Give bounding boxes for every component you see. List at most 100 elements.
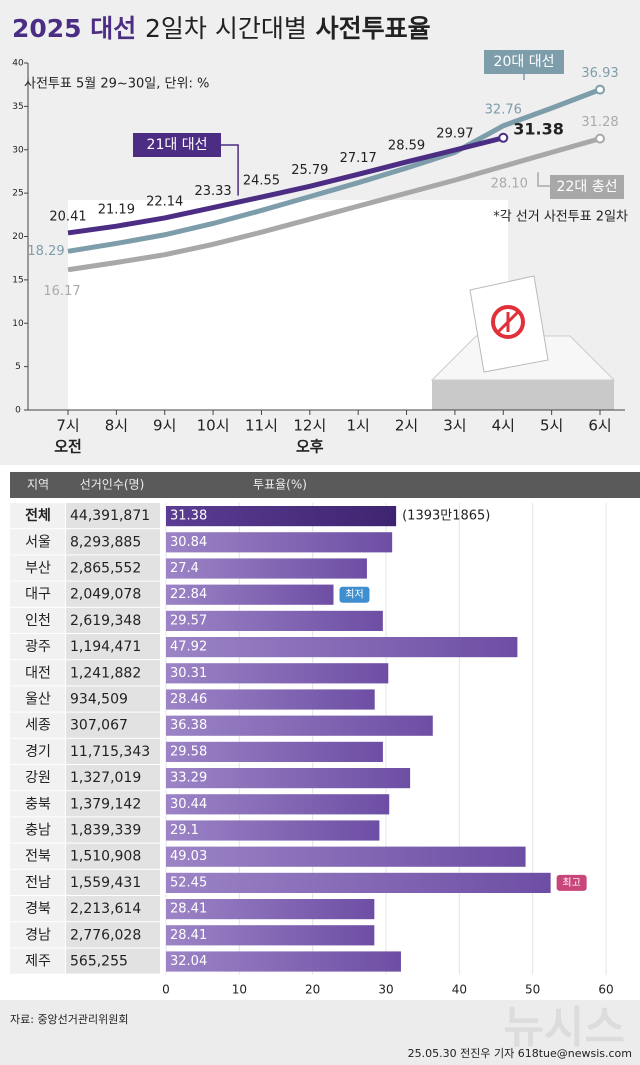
x-tick-label: 12시: [293, 417, 326, 435]
region-label: 충북: [25, 796, 51, 812]
electorate-cell: [66, 503, 160, 529]
subtitle: 사전투표 5월 29~30일, 단위: %: [24, 77, 209, 92]
region-cell: [10, 738, 65, 764]
x-tick-label: 7시: [56, 417, 79, 435]
data-label: 21.19: [98, 203, 135, 218]
bar-label: 32.04: [170, 954, 207, 969]
bar: [166, 558, 367, 579]
bar: [166, 689, 375, 710]
region-cell: [10, 948, 65, 974]
electorate-cell: [66, 948, 160, 974]
region-label: 제주: [25, 954, 51, 970]
data-label: 25.79: [291, 163, 328, 178]
electorate-cell: [66, 529, 160, 555]
electorate-cell: [66, 843, 160, 869]
data-label: 18.29: [27, 244, 64, 259]
bar: [166, 820, 380, 841]
note-badge: [556, 874, 587, 891]
end-point: [498, 132, 509, 143]
region-cell: [10, 869, 65, 895]
data-label: 27.17: [340, 151, 377, 166]
electorate-cell: [66, 581, 160, 607]
note-badge: [339, 586, 370, 603]
electorate-cell: [66, 896, 160, 922]
electorate-cell: [66, 686, 160, 712]
x-tick-label: 11시: [245, 417, 278, 435]
x-tick-label: 10시: [197, 417, 230, 435]
y-tick-label: 15: [12, 275, 23, 285]
electorate: 44,391,871: [70, 508, 150, 524]
electorate: 1,241,882: [70, 665, 141, 681]
y-tick-label: 40: [12, 59, 24, 69]
data-label: 16.17: [43, 284, 80, 299]
region-cell: [10, 791, 65, 817]
electorate-cell: [66, 817, 160, 843]
bar: [166, 899, 375, 920]
electorate: 1,379,142: [70, 796, 141, 812]
region-cell: [10, 529, 65, 555]
bar-label: 28.41: [170, 902, 207, 917]
bar-label: 28.41: [170, 928, 207, 943]
legend-label: 21대 대선: [147, 137, 208, 153]
region-cell: [10, 817, 65, 843]
x-tick-label: 9시: [153, 417, 176, 435]
data-label: 24.55: [243, 174, 280, 189]
region-cell: [10, 581, 65, 607]
electorate: 2,619,348: [70, 613, 141, 629]
series-line: [67, 135, 504, 236]
title: 2025 대선 2일차 시간대별 사전투표율: [12, 14, 431, 43]
bar: [166, 846, 526, 867]
note: *각 선거 사전투표 2일차: [493, 210, 628, 225]
bar-label: 29.57: [170, 613, 207, 628]
region-label: 경남: [25, 927, 51, 943]
region-cell: [10, 712, 65, 738]
electorate-cell: [66, 712, 160, 738]
bar: [166, 768, 411, 789]
note: 최고: [562, 877, 580, 889]
y-tick-label: 25: [12, 189, 23, 199]
y-tick-label: 10: [12, 319, 24, 329]
region-label: 광주: [25, 639, 51, 655]
bar-label: 49.03: [170, 849, 207, 864]
bar: [166, 951, 401, 972]
bar: [166, 584, 334, 605]
electorate-cell: [66, 765, 160, 791]
region-cell: [10, 922, 65, 948]
region-label: 경기: [25, 744, 51, 760]
region-label: 대전: [25, 665, 51, 681]
x-tick-label: 1시: [347, 417, 370, 435]
region-cell: [10, 634, 65, 660]
bar: [166, 532, 393, 553]
electorate-cell: [66, 634, 160, 660]
legend-box: [550, 175, 624, 199]
region-label: 충남: [25, 823, 51, 839]
electorate-cell: [66, 791, 160, 817]
note: 최저: [345, 589, 363, 601]
electorate: 2,049,078: [70, 587, 141, 603]
series-line: [67, 87, 601, 254]
legend-box: [484, 50, 564, 74]
data-label: 23.33: [194, 184, 231, 199]
bar-label: 36.38: [170, 718, 207, 733]
column-header: 지역: [27, 478, 49, 492]
end-point: [595, 133, 605, 144]
x-tick-label: 6시: [588, 417, 611, 435]
electorate: 8,293,885: [70, 534, 141, 550]
x-tick-label: 2시: [395, 417, 418, 435]
bar-label: 29.1: [170, 823, 199, 838]
x-tick-label: 40: [452, 983, 467, 997]
end-point: [595, 84, 605, 95]
bar-label: 30.44: [170, 797, 207, 812]
data-label: 20.41: [49, 209, 86, 224]
x-tick-label: 0: [162, 983, 170, 997]
region-label: 세종: [25, 718, 51, 734]
region-label: 경북: [25, 901, 51, 917]
region-label: 전체: [25, 507, 51, 524]
region-label: 서울: [25, 534, 51, 550]
bar-label: 30.84: [170, 535, 207, 550]
y-tick-label: 30: [12, 145, 24, 155]
region-cell: [10, 660, 65, 686]
electorate: 2,213,614: [70, 901, 141, 917]
column-header: 선거인수(명): [80, 478, 145, 492]
x-tick-label: 4시: [492, 417, 515, 435]
